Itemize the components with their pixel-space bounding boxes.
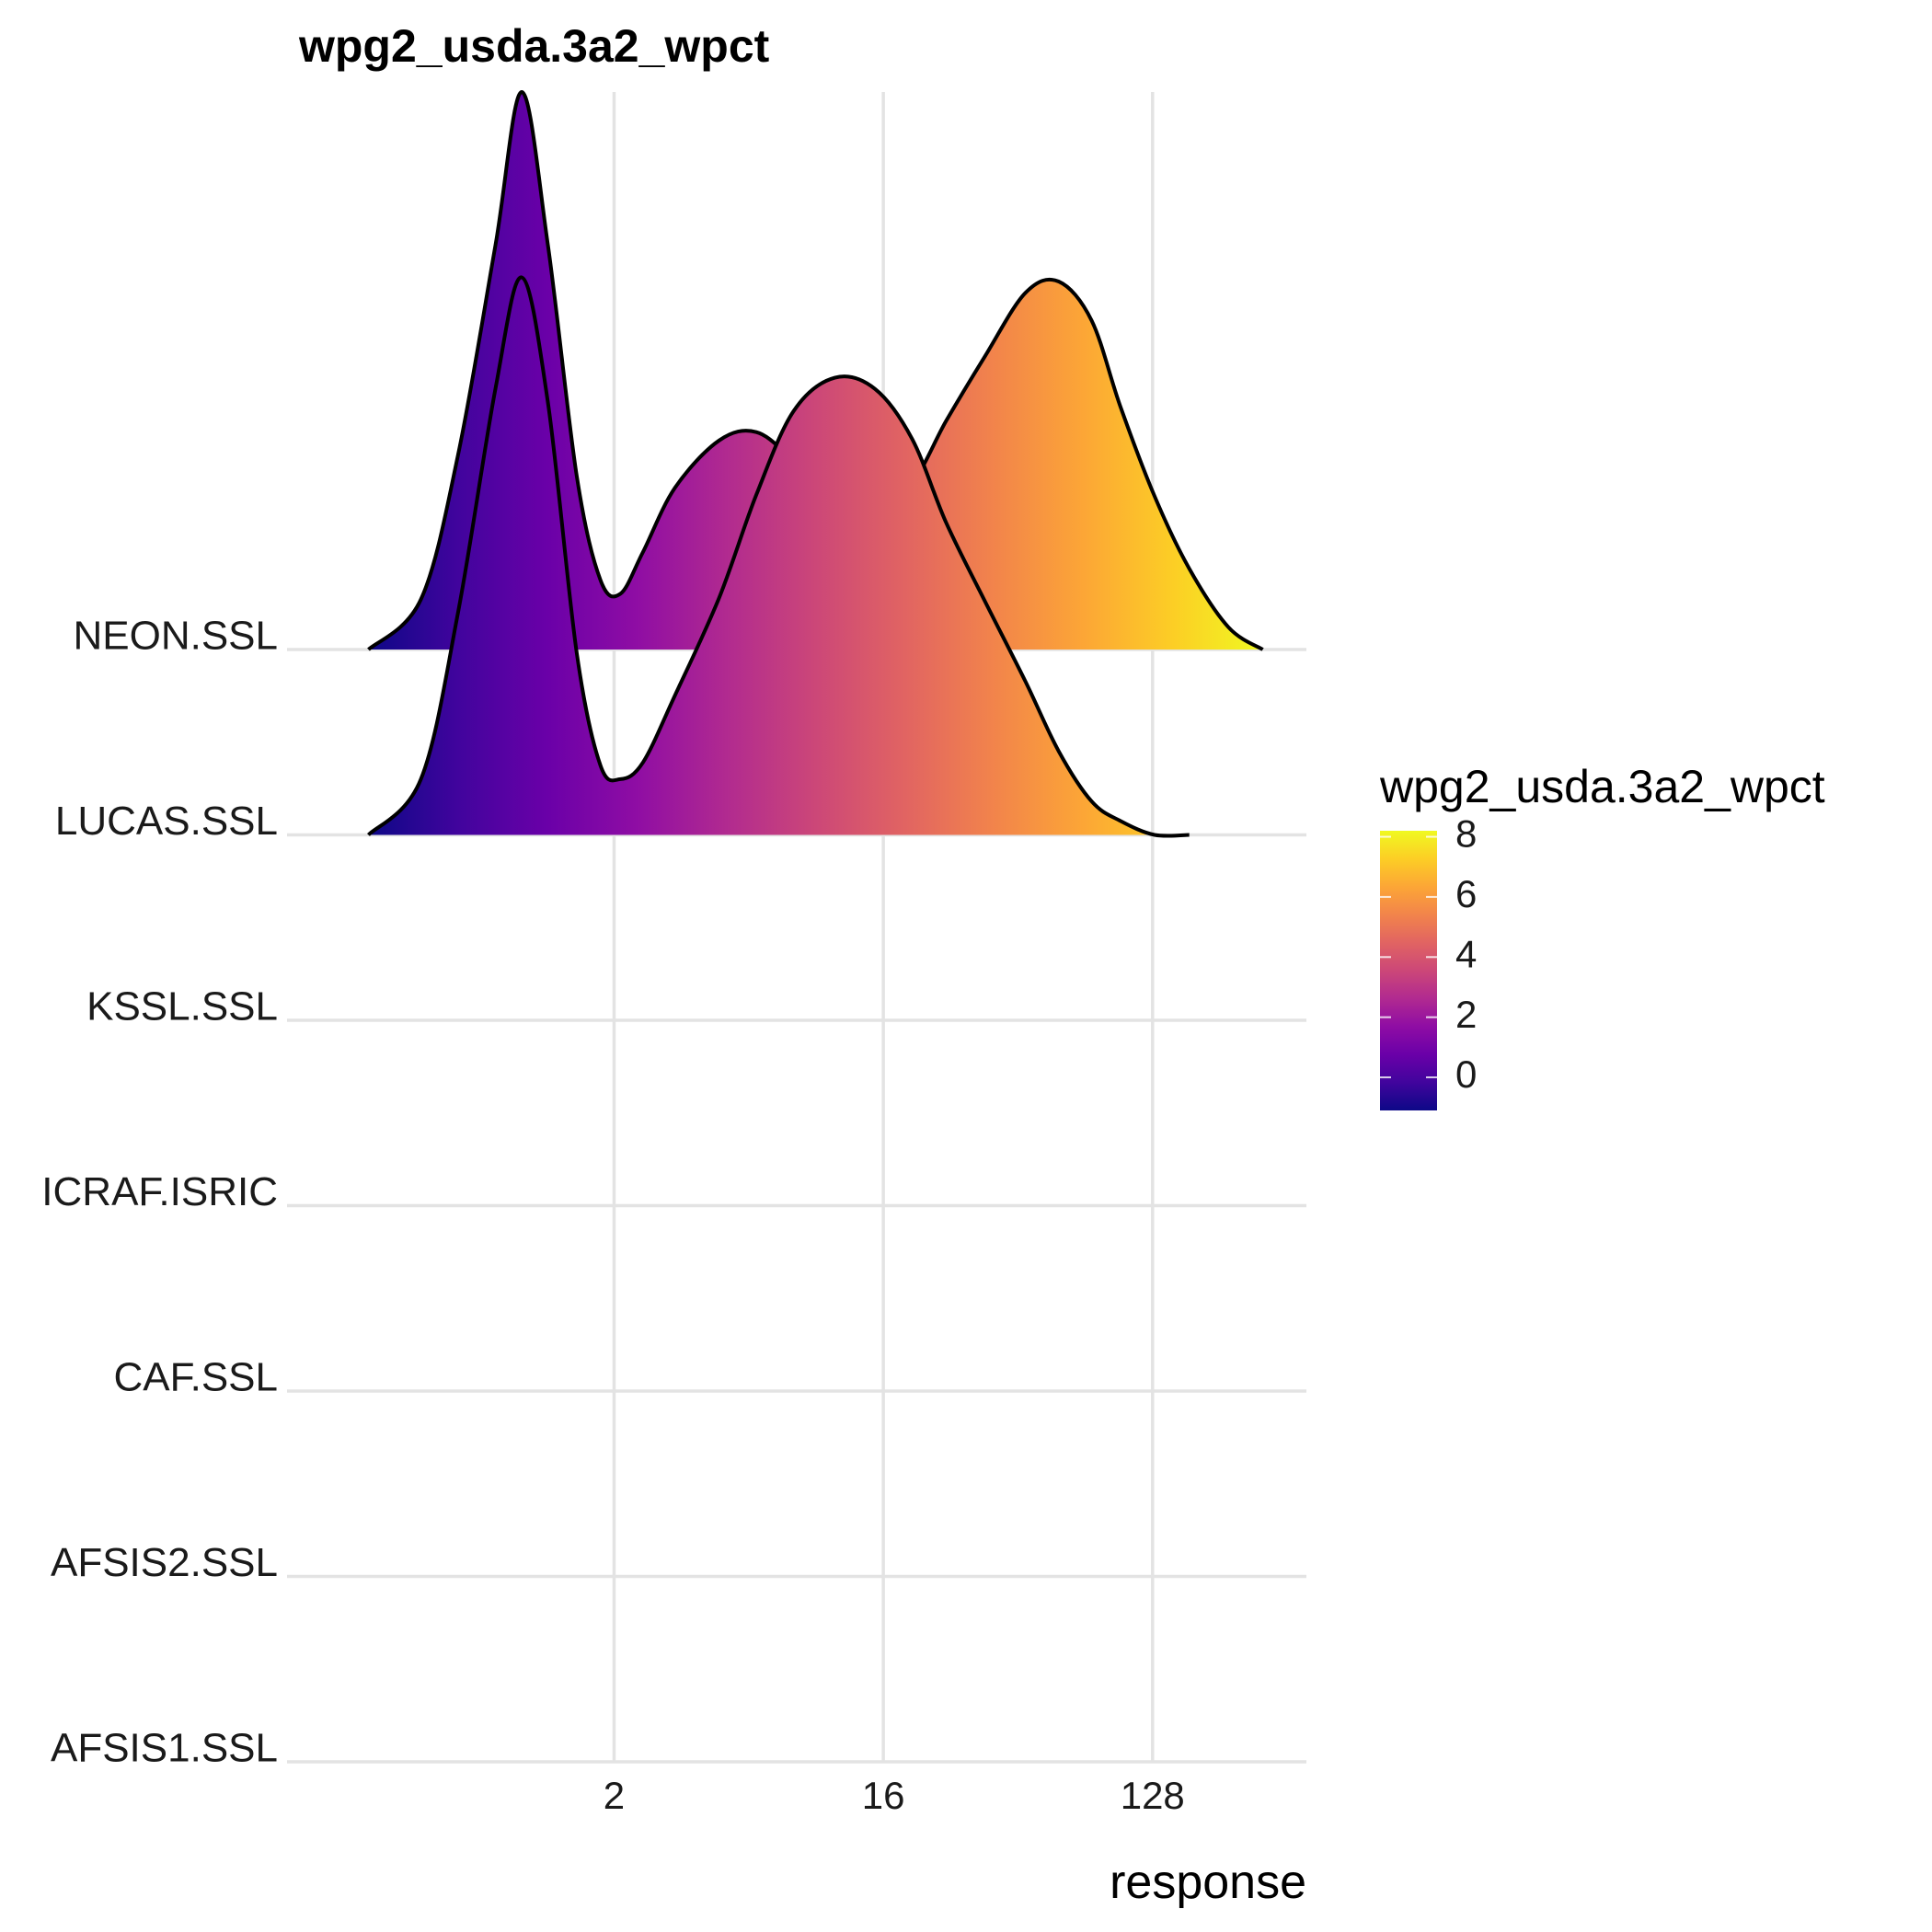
x-axis-title: response xyxy=(1110,1856,1306,1909)
ridge-fill-neon-ssl xyxy=(368,92,1263,650)
y-tick-label: CAF.SSL xyxy=(113,1355,278,1400)
y-tick-label: KSSL.SSL xyxy=(86,984,278,1029)
label-layer: AFSIS1.SSL AFSIS2.SSL CAF.SSL ICRAF.ISRIC KS… xyxy=(41,614,1185,1817)
color-legend: wpg2_usda.3a2_wpct 0 2 4 6 8 xyxy=(1379,761,1825,1110)
legend-title: wpg2_usda.3a2_wpct xyxy=(1379,761,1825,812)
y-tick-label: AFSIS1.SSL xyxy=(51,1726,278,1771)
legend-break-label: 4 xyxy=(1455,932,1477,975)
x-tick-label: 128 xyxy=(1121,1774,1185,1817)
grid-layer xyxy=(287,92,1306,1764)
y-tick-label: LUCAS.SSL xyxy=(55,799,278,844)
ridge-layer xyxy=(367,89,1264,838)
chart-title: wpg2_usda.3a2_wpct xyxy=(298,20,770,72)
y-tick-label: ICRAF.ISRIC xyxy=(41,1169,278,1214)
ridge-outline-lucas-ssl xyxy=(367,275,1190,838)
x-tick-label: 2 xyxy=(604,1774,625,1817)
ridge-outline-neon-ssl xyxy=(367,89,1264,651)
legend-break-label: 6 xyxy=(1455,872,1477,915)
legend-break-label: 0 xyxy=(1455,1052,1477,1096)
y-tick-label: NEON.SSL xyxy=(73,614,278,659)
ridge-fill-lucas-ssl xyxy=(368,277,1190,836)
legend-break-label: 2 xyxy=(1455,993,1477,1036)
x-tick-label: 16 xyxy=(862,1774,905,1817)
colorbar xyxy=(1380,831,1437,1110)
legend-break-label: 8 xyxy=(1455,812,1477,856)
y-tick-label: AFSIS2.SSL xyxy=(51,1540,278,1585)
